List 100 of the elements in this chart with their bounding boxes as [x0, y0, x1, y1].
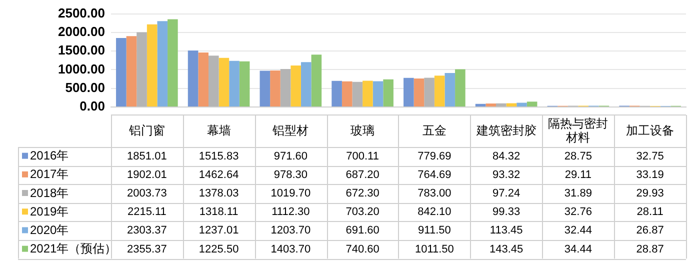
legend-label: 2018年	[30, 186, 69, 200]
data-label: 779.69	[418, 150, 452, 162]
data-label: 1112.30	[272, 206, 310, 218]
data-label: 1902.01	[127, 168, 167, 181]
data-label: 2303.37	[127, 224, 167, 237]
bar	[208, 56, 219, 106]
data-label: 764.69	[418, 168, 452, 181]
data-label: 2003.73	[127, 188, 167, 200]
x-tick-label: 幕墙	[206, 123, 231, 138]
data-label: 26.87	[636, 224, 664, 237]
legend-label: 2017年	[30, 167, 69, 182]
bar	[516, 102, 527, 106]
data-label: 33.19	[636, 168, 664, 181]
bar	[506, 103, 517, 106]
bar	[352, 82, 363, 106]
data-label: 971.60	[274, 150, 308, 162]
data-label: 32.44	[564, 224, 592, 237]
data-label: 143.45	[489, 243, 524, 256]
data-label: 28.87	[636, 243, 664, 256]
data-label: 687.20	[346, 168, 380, 181]
data-label: 1203.70	[270, 224, 311, 237]
bar	[311, 54, 322, 106]
data-label: 29.11	[564, 168, 592, 181]
bar	[455, 69, 466, 106]
bar	[424, 78, 434, 106]
data-label: 113.45	[490, 224, 523, 237]
data-label: 2215.11	[127, 206, 166, 218]
data-label: 672.30	[346, 188, 380, 200]
y-tick-label: 500.00	[65, 80, 105, 95]
data-label: 1318.11	[199, 206, 238, 218]
data-label: 28.11	[636, 206, 664, 218]
data-label: 978.30	[274, 168, 308, 181]
bar	[526, 102, 538, 106]
bar	[136, 32, 147, 106]
bar	[342, 81, 352, 106]
data-label: 842.10	[418, 206, 452, 218]
y-tick-label: 2500.00	[58, 5, 105, 20]
bar	[486, 104, 496, 106]
data-label: 700.11	[346, 150, 379, 162]
bar	[126, 36, 137, 106]
data-label: 740.60	[346, 243, 380, 256]
bar	[414, 78, 424, 106]
data-label: 1011.50	[414, 243, 454, 256]
bar	[362, 80, 373, 106]
data-label: 1237.01	[198, 224, 239, 237]
bar	[157, 21, 168, 106]
x-tick-label: 铝门窗	[128, 123, 165, 138]
bar	[383, 79, 394, 106]
bar	[116, 38, 126, 106]
bar	[218, 58, 230, 106]
data-label: 1851.01	[127, 150, 167, 162]
bar	[404, 78, 414, 106]
bar	[239, 61, 250, 106]
bar	[290, 66, 301, 106]
data-label: 28.75	[564, 150, 592, 162]
data-label: 691.60	[346, 224, 380, 237]
bar	[434, 76, 445, 106]
data-label: 93.32	[492, 168, 520, 181]
bar	[280, 68, 291, 106]
bar	[260, 70, 270, 106]
data-label: 84.32	[492, 150, 520, 162]
bar	[168, 19, 178, 106]
data-label: 32.75	[636, 150, 664, 162]
legend-label: 2019年	[30, 204, 69, 218]
data-label: 34.44	[564, 243, 592, 256]
y-tick-label: 0.00	[80, 98, 105, 114]
y-tick-label: 1000.00	[58, 61, 105, 76]
bar	[229, 60, 240, 106]
bar	[270, 70, 280, 106]
x-tick-label: 建筑密封胶	[475, 123, 536, 138]
data-label: 1225.50	[198, 243, 239, 256]
bar	[496, 103, 506, 106]
data-label: 1403.70	[270, 243, 311, 256]
x-tick-label: 隔热与密封材料	[548, 116, 608, 144]
data-label: 1462.64	[198, 168, 239, 181]
data-label: 783.00	[418, 188, 452, 200]
x-tick-label: 玻璃	[350, 123, 375, 138]
y-tick-label: 2000.00	[58, 24, 105, 40]
data-label: 99.33	[492, 206, 520, 218]
bar	[372, 81, 384, 106]
x-tick-label: 铝型材	[272, 123, 309, 138]
data-label: 29.93	[636, 188, 664, 200]
data-label: 1378.03	[198, 188, 239, 200]
data-label: 911.50	[418, 224, 451, 237]
bar	[300, 62, 312, 106]
data-label: 1019.70	[270, 188, 311, 200]
x-tick-label: 加工设备	[626, 123, 674, 138]
data-label: 32.76	[564, 206, 592, 218]
data-label: 97.24	[492, 188, 520, 200]
bar	[198, 52, 209, 106]
legend-label: 2021年（预估）	[30, 242, 117, 256]
x-tick-label: 五金	[422, 123, 446, 138]
data-label: 2355.37	[127, 243, 167, 256]
legend-label: 2016年	[30, 148, 69, 163]
data-label: 1515.83	[198, 150, 239, 162]
bar	[188, 50, 198, 106]
legend-label: 2020年	[30, 223, 69, 238]
bar	[444, 73, 456, 106]
bar	[332, 80, 342, 106]
y-tick-label: 1500.00	[58, 42, 105, 58]
